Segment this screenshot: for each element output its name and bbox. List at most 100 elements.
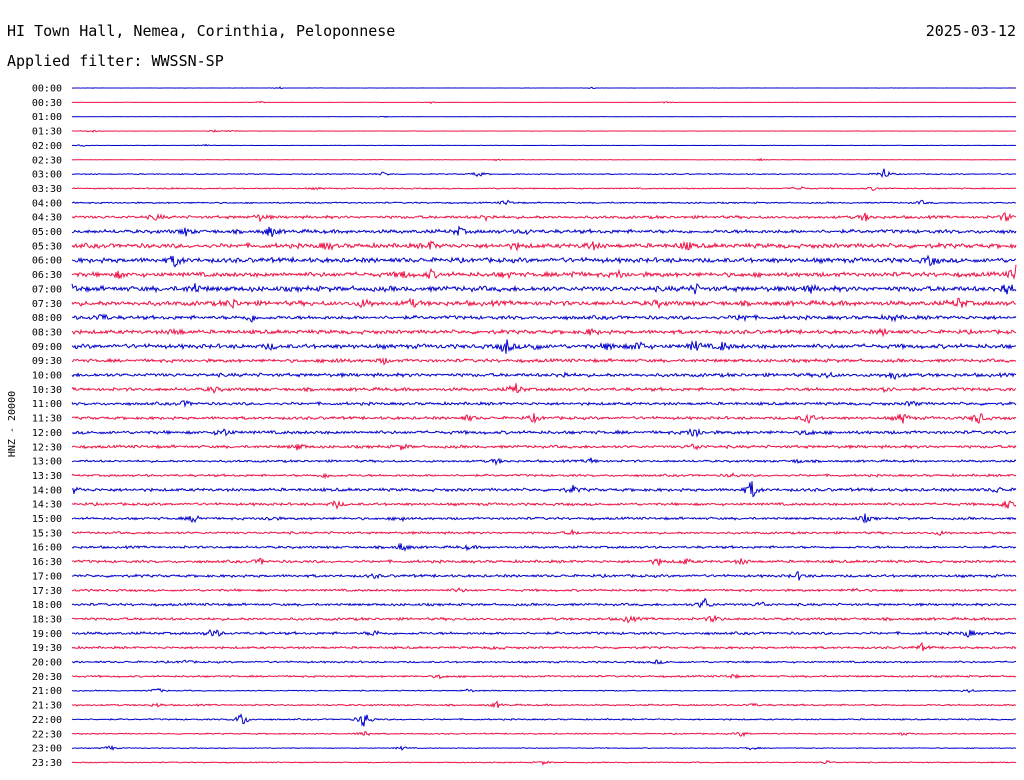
trace-line	[71, 239, 1017, 252]
trace-line	[71, 339, 1017, 354]
seismic-traces	[71, 86, 1017, 766]
trace-line	[71, 659, 1017, 665]
time-tick-label: 23:30	[32, 758, 62, 769]
trace-line	[71, 528, 1017, 537]
trace-line	[71, 557, 1017, 567]
time-tick-label: 10:30	[32, 385, 62, 396]
trace-line	[71, 641, 1017, 652]
time-tick-label: 05:30	[32, 241, 62, 252]
time-tick-label: 15:30	[32, 528, 62, 539]
trace-line	[71, 383, 1017, 394]
time-tick-label: 21:00	[32, 686, 62, 697]
trace-line	[71, 472, 1017, 480]
trace-line	[71, 744, 1017, 751]
trace-line	[71, 86, 1017, 90]
trace-line	[71, 412, 1017, 425]
time-tick-label: 23:00	[32, 744, 62, 755]
time-tick-label: 04:30	[32, 213, 62, 224]
time-tick-label: 13:30	[32, 471, 62, 482]
time-tick-label: 06:00	[32, 256, 62, 267]
trace-line	[71, 759, 1017, 766]
time-tick-label: 17:00	[32, 571, 62, 582]
trace-line	[71, 700, 1017, 709]
time-tick-label: 09:00	[32, 342, 62, 353]
trace-line	[71, 371, 1017, 381]
time-tick-label: 04:00	[32, 198, 62, 209]
trace-line	[71, 688, 1017, 694]
trace-line	[71, 115, 1017, 118]
time-tick-label: 19:00	[32, 629, 62, 640]
trace-line	[71, 597, 1017, 609]
time-tick-label: 15:00	[32, 514, 62, 525]
trace-line	[71, 399, 1017, 408]
trace-line	[71, 443, 1017, 451]
time-tick-label: 18:30	[32, 614, 62, 625]
trace-line	[71, 212, 1017, 223]
time-tick-label: 11:00	[32, 399, 62, 410]
time-tick-label: 03:30	[32, 184, 62, 195]
time-tick-label: 18:00	[32, 600, 62, 611]
time-tick-label: 09:30	[32, 356, 62, 367]
date-label: 2025-03-12	[926, 22, 1016, 40]
trace-line	[71, 428, 1017, 438]
time-tick-label: 08:00	[32, 313, 62, 324]
time-tick-label: 14:30	[32, 500, 62, 511]
time-tick-label: 12:30	[32, 442, 62, 453]
time-tick-labels: 00:00 00:30 01:00 01:30 02:00 02:30 03:00 03:30…	[32, 84, 62, 769]
time-tick-label: 02:30	[32, 155, 62, 166]
time-tick-label: 06:30	[32, 270, 62, 281]
time-tick-label: 08:30	[32, 327, 62, 338]
trace-line	[71, 168, 1017, 179]
time-tick-label: 13:00	[32, 457, 62, 468]
time-tick-label: 00:30	[32, 98, 62, 109]
time-tick-label: 03:00	[32, 170, 62, 181]
time-tick-label: 22:00	[32, 715, 62, 726]
trace-line	[71, 143, 1017, 147]
filter-label: Applied filter: WWSSN-SP	[7, 52, 224, 70]
time-tick-label: 10:00	[32, 371, 62, 382]
trace-line	[71, 730, 1017, 738]
time-tick-label: 11:30	[32, 414, 62, 425]
station-title: HI Town Hall, Nemea, Corinthia, Peloponn…	[7, 22, 395, 40]
time-tick-label: 16:00	[32, 543, 62, 554]
time-tick-label: 20:00	[32, 658, 62, 669]
time-tick-label: 01:30	[32, 127, 62, 138]
time-tick-label: 20:30	[32, 672, 62, 683]
trace-line	[71, 499, 1017, 510]
time-tick-label: 07:00	[32, 284, 62, 295]
time-tick-label: 05:00	[32, 227, 62, 238]
trace-line	[71, 199, 1017, 206]
time-tick-label: 19:30	[32, 643, 62, 654]
trace-line	[71, 129, 1017, 133]
trace-line	[71, 282, 1017, 295]
trace-line	[71, 587, 1017, 593]
trace-line	[71, 713, 1017, 727]
time-tick-label: 12:00	[32, 428, 62, 439]
trace-line	[71, 457, 1017, 467]
trace-line	[71, 186, 1017, 192]
y-axis-label: HNZ - 20000	[7, 391, 18, 457]
trace-line	[71, 313, 1017, 323]
trace-line	[71, 542, 1017, 552]
time-tick-label: 00:00	[32, 84, 62, 95]
time-tick-label: 14:00	[32, 485, 62, 496]
trace-line	[71, 327, 1017, 338]
time-tick-label: 16:30	[32, 557, 62, 568]
trace-line	[71, 264, 1017, 281]
trace-line	[71, 629, 1017, 638]
time-tick-label: 01:00	[32, 112, 62, 123]
time-tick-label: 17:30	[32, 586, 62, 597]
time-tick-label: 02:00	[32, 141, 62, 152]
trace-line	[71, 570, 1017, 581]
trace-line	[71, 481, 1017, 498]
trace-line	[71, 297, 1017, 310]
trace-line	[71, 225, 1017, 237]
time-tick-label: 22:30	[32, 729, 62, 740]
trace-line	[71, 157, 1017, 162]
trace-line	[71, 615, 1017, 624]
trace-line	[71, 673, 1017, 680]
time-tick-label: 21:30	[32, 701, 62, 712]
trace-line	[71, 100, 1017, 105]
trace-line	[71, 254, 1017, 268]
